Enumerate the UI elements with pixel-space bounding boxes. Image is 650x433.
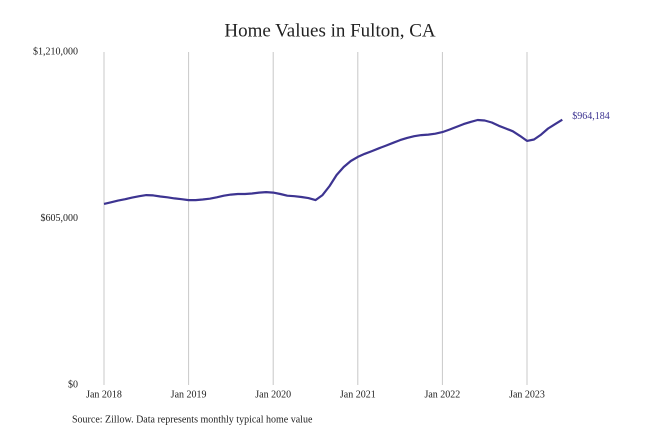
x-tick-label: Jan 2022 <box>424 389 460 400</box>
x-tick-label: Jan 2018 <box>86 389 122 400</box>
y-tick-label: $0 <box>68 379 78 390</box>
x-tick-label: Jan 2023 <box>509 389 545 400</box>
series-line <box>103 118 563 205</box>
value-label: $964,184 <box>572 111 610 122</box>
x-tick-label: Jan 2019 <box>171 389 207 400</box>
y-tick-label: $605,000 <box>41 213 79 224</box>
x-tick-label: Jan 2021 <box>340 389 376 400</box>
chart-title: Home Values in Fulton, CA <box>224 20 436 41</box>
x-tick-label: Jan 2020 <box>255 389 291 400</box>
source-note: Source: Zillow. Data represents monthly … <box>72 414 313 425</box>
y-tick-label: $1,210,000 <box>33 46 78 57</box>
